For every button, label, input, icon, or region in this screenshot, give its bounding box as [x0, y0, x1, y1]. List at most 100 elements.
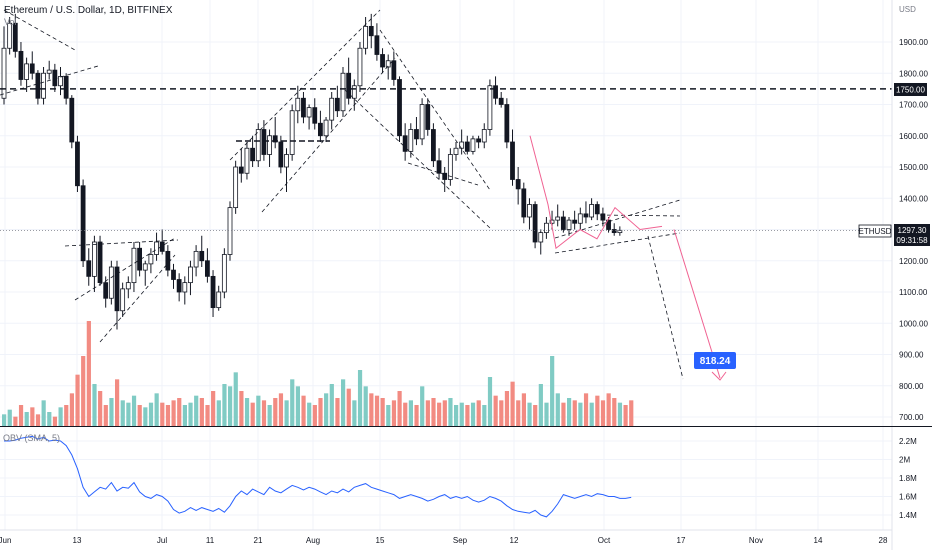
volume-bar [561, 402, 566, 426]
candle-body [114, 266, 120, 312]
trendline[interactable] [379, 29, 491, 191]
trendline[interactable] [64, 239, 179, 247]
candle-body [487, 85, 493, 130]
trendline[interactable] [554, 199, 681, 239]
volume-bar [109, 398, 114, 426]
trendline[interactable] [229, 9, 381, 161]
ticker-badge: ETHUSD [859, 224, 892, 238]
candle-body [120, 288, 126, 312]
volume-bar [273, 398, 278, 426]
volume-bar [182, 405, 187, 426]
trendline[interactable] [99, 254, 176, 343]
volume-bar [137, 405, 142, 426]
time-axis[interactable]: Jun 13 Jul 11 21 Aug 15 Sep 12 Oct 17 Nov 14 28 [0, 536, 888, 545]
volume-bar [493, 395, 498, 426]
candle-body [92, 241, 97, 277]
candle-body [148, 254, 154, 265]
volume-bar [250, 402, 255, 426]
volume-bar [278, 393, 284, 426]
volume-bar [86, 321, 91, 426]
candle-body [210, 275, 216, 309]
candle-body [216, 291, 222, 309]
obv-line [4, 435, 632, 518]
trendline[interactable] [0, 65, 99, 96]
candle-body [289, 110, 295, 155]
volume-bar [35, 414, 41, 426]
last-price-badge: 1297.30 09:31:58 [894, 224, 930, 246]
trendline[interactable] [261, 57, 396, 213]
trendline[interactable] [344, 89, 491, 229]
volume-bar [58, 407, 63, 426]
candle-body [29, 63, 35, 74]
candle-body [41, 72, 46, 99]
volume-bar [583, 393, 589, 426]
obv-panel [0, 435, 892, 518]
volume-bar [414, 405, 419, 426]
volume-bar [465, 405, 470, 426]
obv-indicator-label[interactable]: OBV (SMA, 5) [3, 433, 61, 443]
time-tick-label: 28 [879, 536, 888, 545]
volume-bar [521, 393, 526, 426]
candle-body [515, 179, 521, 190]
candle-body [317, 122, 323, 137]
trendline[interactable] [407, 162, 479, 186]
volume-bar [295, 386, 300, 426]
candle-body [58, 75, 63, 87]
obv-tick-label: 2.2M [899, 437, 917, 446]
volume-bar [239, 391, 244, 426]
volume-bar [148, 402, 154, 426]
candle-body [46, 69, 52, 74]
candle-body [476, 138, 482, 143]
trendline[interactable] [74, 237, 176, 301]
time-tick-label: Jul [157, 536, 167, 545]
volume-bar [81, 356, 86, 426]
symbol-title[interactable]: Ethereum / U.S. Dollar, 1D, BITFINEX [4, 5, 173, 16]
candle-body [391, 60, 397, 80]
target-price-badge[interactable]: 818.24 [694, 352, 736, 369]
volume-bar [487, 377, 493, 426]
volume-bar [341, 379, 346, 426]
candle-body [447, 154, 453, 180]
obv-tick-label: 1.4M [899, 511, 917, 520]
candle-body [566, 219, 572, 230]
volume-bar [256, 395, 261, 426]
volume-bar [222, 384, 227, 426]
volume-bar [216, 400, 221, 426]
candle-body [233, 166, 239, 209]
projection-dashed[interactable] [647, 235, 684, 380]
candle-body [329, 97, 335, 121]
volume-bar [318, 398, 323, 426]
volume-bar [369, 393, 374, 426]
ticker-label: ETHUSD [859, 227, 892, 236]
candle-body [577, 213, 583, 224]
candle-body [24, 63, 30, 80]
candle-body [442, 172, 448, 180]
volume-bar [572, 400, 577, 426]
volume-bar [171, 400, 176, 426]
candle-body [63, 75, 69, 99]
candle-body [312, 107, 318, 124]
currency-label: USD [899, 5, 916, 14]
volume-bar [126, 402, 131, 426]
candle-body [594, 204, 600, 215]
candle-body [555, 216, 561, 221]
candle-body [7, 22, 13, 49]
time-tick-label: Jun [0, 536, 11, 545]
volume-bar [510, 381, 515, 426]
trendline[interactable] [599, 214, 681, 217]
time-tick-label: Nov [749, 536, 763, 545]
time-tick-label: 13 [73, 536, 82, 545]
trendline[interactable] [554, 232, 681, 254]
volume-bar [47, 412, 52, 426]
obv-axis[interactable]: 2.2M 2M 1.8M 1.6M 1.4M [899, 437, 917, 520]
candle-body [600, 213, 606, 221]
projection-path[interactable] [529, 135, 663, 250]
volume-bar [516, 400, 521, 426]
price-tick-label: 1600.00 [899, 132, 928, 141]
price-tick-label: 900.00 [899, 351, 924, 360]
volume-bar [476, 400, 481, 426]
price-tick-label: 800.00 [899, 382, 924, 391]
candle-body [176, 279, 182, 293]
time-tick-label: 15 [376, 536, 385, 545]
